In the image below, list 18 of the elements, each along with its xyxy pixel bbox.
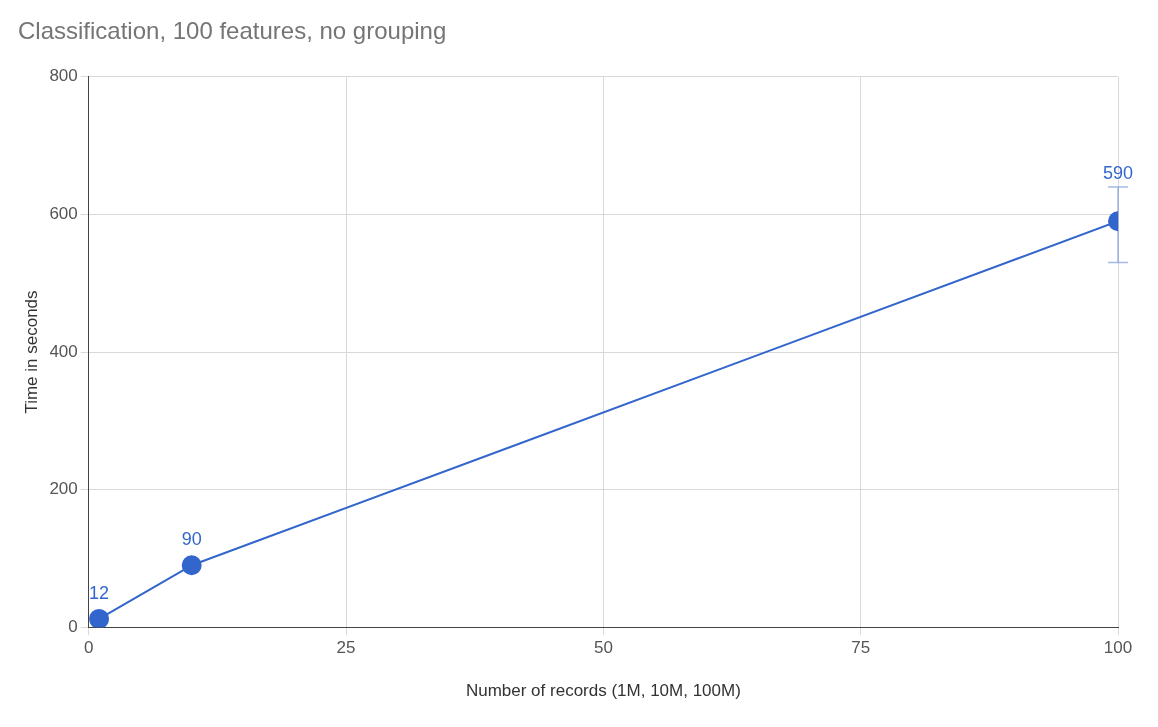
chart-title: Classification, 100 features, no grouping	[18, 17, 447, 45]
y-tick-label: 400	[49, 341, 78, 361]
data-label: 90	[181, 529, 202, 550]
y-axis-title: Time in seconds	[21, 290, 41, 414]
x-tick-label: 75	[851, 638, 871, 658]
y-tick-label: 600	[49, 204, 78, 224]
data-label: 12	[89, 582, 110, 603]
x-tick-label: 0	[84, 638, 94, 658]
x-tick-label: 100	[1103, 638, 1133, 658]
x-tick-label: 25	[336, 638, 356, 658]
point	[181, 555, 202, 576]
x-axis-title: Number of records (1M, 10M, 100M)	[465, 681, 741, 701]
point	[89, 608, 110, 628]
y-tick-label: 800	[49, 66, 78, 86]
y-tick-label: 0	[68, 616, 78, 636]
data-label: 590	[1102, 162, 1134, 183]
y-tick-label: 200	[49, 479, 78, 499]
x-tick-label: 50	[593, 638, 613, 658]
